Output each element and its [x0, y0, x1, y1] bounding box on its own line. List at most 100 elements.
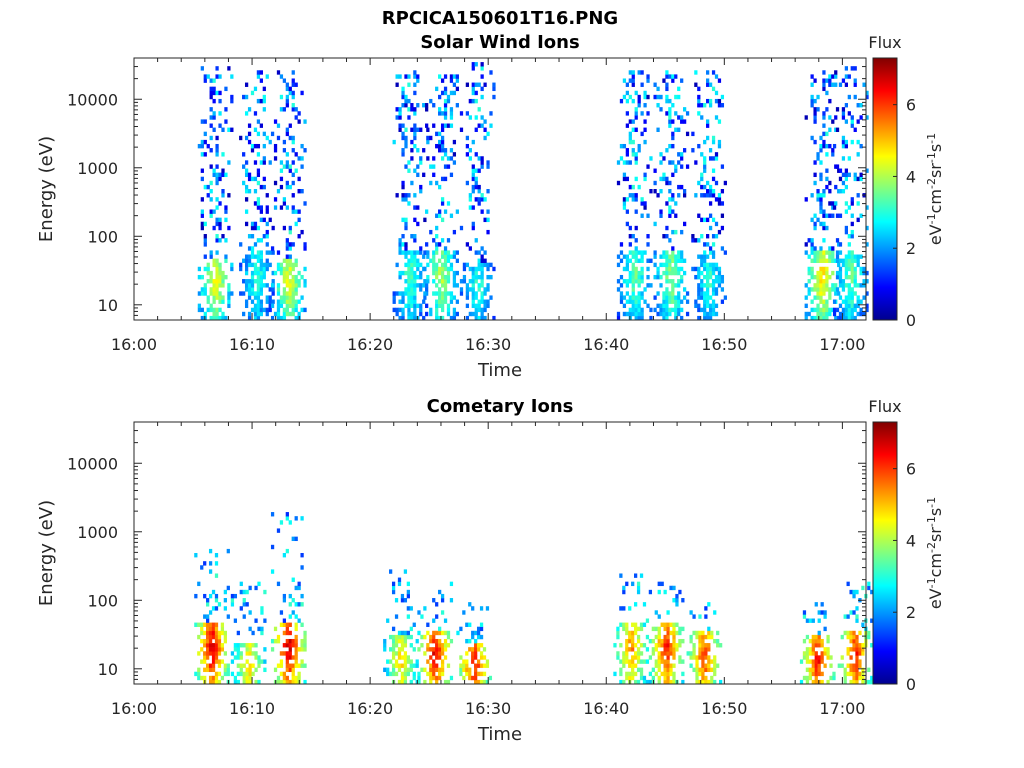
- heatmap-cell: [288, 593, 292, 599]
- heatmap-cell: [217, 679, 222, 685]
- heatmap-cell: [446, 274, 451, 280]
- heatmap-cell: [415, 663, 419, 668]
- heatmap-cell: [276, 299, 281, 304]
- heatmap-cell: [245, 589, 249, 595]
- heatmap-cell: [282, 315, 287, 321]
- heatmap-cell: [646, 266, 650, 272]
- heatmap-cell: [816, 197, 820, 202]
- heatmap-cell: [279, 303, 284, 309]
- heatmap-cell: [631, 663, 635, 668]
- heatmap-cell: [813, 213, 817, 218]
- heatmap-cell: [847, 274, 851, 280]
- heatmap-cell: [256, 303, 261, 309]
- heatmap-cell: [271, 291, 275, 296]
- heatmap-cell: [227, 193, 231, 198]
- heatmap-cell: [483, 197, 487, 202]
- heatmap-cell: [663, 671, 667, 677]
- heatmap-cell: [616, 160, 621, 165]
- heatmap-cell: [401, 94, 405, 100]
- heatmap-cell: [253, 242, 258, 247]
- heatmap-cell: [435, 274, 439, 280]
- heatmap-cell: [291, 307, 295, 313]
- heatmap-cell: [426, 647, 430, 652]
- heatmap-cell: [435, 315, 439, 321]
- heatmap-cell: [203, 131, 207, 137]
- heatmap-cell: [707, 643, 711, 648]
- heatmap-cell: [208, 593, 213, 599]
- heatmap-cell: [862, 283, 866, 288]
- heatmap-cell: [858, 675, 862, 681]
- heatmap-cell: [250, 299, 255, 304]
- heatmap-cell: [814, 663, 818, 668]
- heatmap-cell: [486, 287, 490, 292]
- heatmap-cell: [859, 176, 863, 182]
- heatmap-cell: [703, 160, 707, 165]
- heatmap-cell: [413, 307, 417, 313]
- heatmap-cell: [297, 119, 301, 124]
- heatmap-cell: [850, 274, 854, 280]
- heatmap-cell: [646, 111, 650, 116]
- heatmap-cell: [271, 270, 275, 276]
- heatmap-cell: [677, 152, 681, 157]
- heatmap-cell: [282, 679, 287, 685]
- heatmap-cell: [435, 663, 439, 668]
- heatmap-cell: [212, 90, 216, 96]
- heatmap-cell: [480, 246, 484, 251]
- heatmap-cell: [643, 176, 647, 182]
- heatmap-cell: [677, 270, 681, 276]
- heatmap-cell: [455, 258, 459, 263]
- heatmap-cell: [828, 143, 832, 149]
- heatmap-cell: [391, 667, 396, 673]
- heatmap-cell: [817, 663, 821, 668]
- heatmap-cell: [215, 315, 219, 321]
- heatmap-cell: [706, 242, 710, 247]
- heatmap-cell: [831, 119, 835, 124]
- heatmap-cell: [217, 647, 222, 652]
- heatmap-cell: [681, 671, 685, 677]
- heatmap-cell: [465, 111, 470, 116]
- heatmap-cell: [657, 638, 661, 644]
- heatmap-cell: [432, 647, 436, 652]
- heatmap-cell: [672, 675, 676, 681]
- heatmap-cell: [285, 246, 289, 251]
- heatmap-cell: [242, 675, 246, 681]
- heatmap-cell: [206, 667, 210, 673]
- heatmap-cell: [279, 184, 284, 190]
- heatmap-cell: [840, 663, 844, 668]
- heatmap-cell: [435, 647, 439, 652]
- heatmap-cell: [203, 119, 207, 124]
- heatmap-cell: [256, 201, 261, 206]
- heatmap-cell: [634, 266, 638, 272]
- heatmap-cell: [853, 283, 857, 288]
- heatmap-cell: [622, 663, 626, 668]
- heatmap-cell: [701, 643, 705, 648]
- heatmap-cell: [692, 643, 696, 648]
- heatmap-cell: [394, 634, 399, 640]
- heatmap-cell: [263, 647, 267, 652]
- heatmap-cell: [656, 274, 660, 280]
- heatmap-cell: [671, 246, 675, 251]
- heatmap-cell: [663, 675, 667, 681]
- heatmap-cell: [802, 651, 807, 656]
- heatmap-cell: [294, 299, 298, 304]
- heatmap-cell: [680, 299, 684, 304]
- heatmap-cell: [613, 671, 617, 677]
- heatmap-cell: [291, 536, 295, 542]
- heatmap-cell: [288, 647, 292, 652]
- heatmap-cell: [468, 602, 472, 607]
- heatmap-cell: [810, 287, 814, 292]
- heatmap-cell: [674, 299, 678, 304]
- heatmap-cell: [218, 217, 222, 223]
- heatmap-cell: [446, 250, 451, 255]
- heatmap-cell: [239, 262, 243, 268]
- heatmap-cell: [282, 295, 287, 300]
- heatmap-cell: [646, 234, 650, 239]
- heatmap-cell: [811, 618, 815, 623]
- heatmap-cell: [476, 634, 481, 640]
- heatmap-cell: [714, 303, 719, 309]
- heatmap-cell: [703, 311, 707, 317]
- heatmap-cell: [247, 295, 252, 300]
- heatmap-cell: [291, 94, 295, 100]
- heatmap-cell: [449, 266, 454, 272]
- heatmap-cell: [279, 659, 284, 664]
